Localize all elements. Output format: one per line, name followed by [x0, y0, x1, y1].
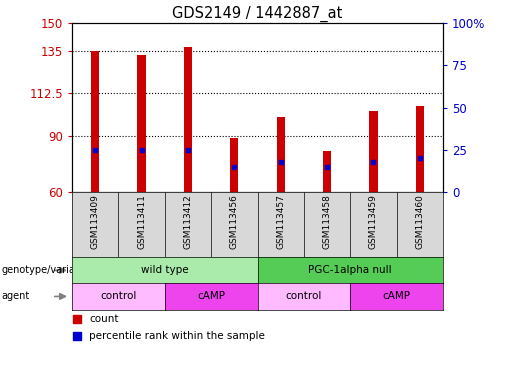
Text: control: control	[100, 291, 136, 301]
Text: GSM113458: GSM113458	[322, 194, 332, 249]
Text: GSM113411: GSM113411	[137, 194, 146, 249]
Text: percentile rank within the sample: percentile rank within the sample	[90, 331, 265, 341]
Text: count: count	[90, 314, 119, 324]
Bar	[91, 51, 99, 192]
Bar	[230, 137, 238, 192]
Text: genotype/variation: genotype/variation	[2, 265, 94, 275]
Bar	[323, 151, 331, 192]
Text: GSM113460: GSM113460	[415, 194, 424, 249]
Text: PGC-1alpha null: PGC-1alpha null	[308, 265, 392, 275]
Text: cAMP: cAMP	[197, 291, 225, 301]
Bar	[369, 111, 377, 192]
Text: GSM113456: GSM113456	[230, 194, 239, 249]
Text: GSM113459: GSM113459	[369, 194, 378, 249]
Text: GSM113457: GSM113457	[276, 194, 285, 249]
Bar	[184, 48, 192, 192]
Text: cAMP: cAMP	[383, 291, 410, 301]
Title: GDS2149 / 1442887_at: GDS2149 / 1442887_at	[173, 5, 342, 22]
Text: GSM113409: GSM113409	[91, 194, 100, 249]
Text: GSM113412: GSM113412	[183, 194, 193, 249]
Text: agent: agent	[2, 291, 30, 301]
Bar	[416, 106, 424, 192]
Text: control: control	[286, 291, 322, 301]
Bar	[138, 55, 146, 192]
Text: wild type: wild type	[141, 265, 188, 275]
Bar	[277, 117, 285, 192]
